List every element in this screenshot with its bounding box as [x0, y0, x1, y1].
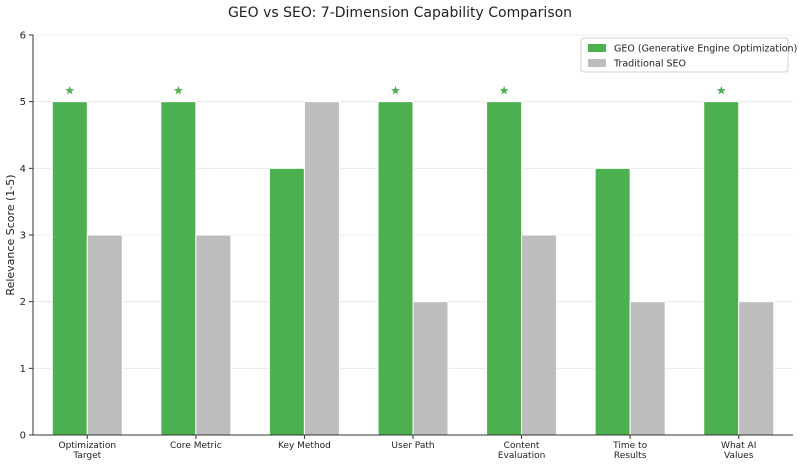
bar: [160, 101, 197, 436]
bar: [51, 101, 88, 436]
legend-box: [580, 37, 789, 73]
x-tick-label: Content Evaluation: [498, 441, 546, 461]
bar: [703, 101, 740, 436]
y-tick-label: 3: [20, 231, 26, 242]
star-marker: ★: [173, 84, 184, 98]
chart-title: GEO vs SEO: 7-Dimension Capability Compa…: [228, 5, 572, 21]
bar: [486, 101, 523, 436]
legend-swatch: [588, 59, 606, 67]
bar: [594, 167, 631, 436]
y-tick-label: 1: [20, 364, 26, 375]
x-tick-label: Key Method: [278, 441, 331, 451]
star-markers: ★ ★ ★ ★ ★: [64, 84, 726, 98]
bar: [629, 301, 666, 436]
star-marker: ★: [64, 84, 75, 98]
bars: [51, 101, 775, 436]
bar: [195, 234, 232, 436]
y-tick-label: 0: [20, 431, 26, 442]
star-marker: ★: [390, 84, 401, 98]
x-tick-label: What AI Values: [721, 441, 756, 461]
y-tick-label: 6: [20, 31, 26, 42]
bar: [521, 234, 558, 436]
bar: [86, 234, 123, 436]
star-marker: ★: [716, 84, 727, 98]
bar: [377, 101, 414, 436]
y-tick-label: 5: [20, 97, 26, 108]
star-marker: ★: [499, 84, 510, 98]
bar: [412, 301, 449, 436]
bar: [268, 167, 305, 436]
legend: GEO (Generative Engine Optimization) Trad…: [580, 37, 797, 73]
x-tick-label: Optimization Target: [58, 441, 116, 461]
y-tick-label: 4: [20, 164, 26, 175]
x-ticks: Optimization Target Core Metric Key Method U…: [58, 435, 756, 461]
x-tick-label: User Path: [391, 441, 434, 451]
legend-label: Traditional SEO: [613, 59, 686, 70]
x-tick-label: Core Metric: [170, 441, 222, 451]
bar: [738, 301, 775, 436]
y-tick-label: 2: [20, 297, 26, 308]
legend-swatch: [588, 44, 606, 52]
legend-label: GEO (Generative Engine Optimization): [614, 44, 797, 55]
bar: [303, 101, 340, 436]
y-ticks: 0 1 2 3 4 5 6: [20, 31, 33, 442]
x-tick-label: Time to Results: [612, 441, 647, 461]
y-axis-label: Relevance Score (1-5): [4, 174, 17, 295]
